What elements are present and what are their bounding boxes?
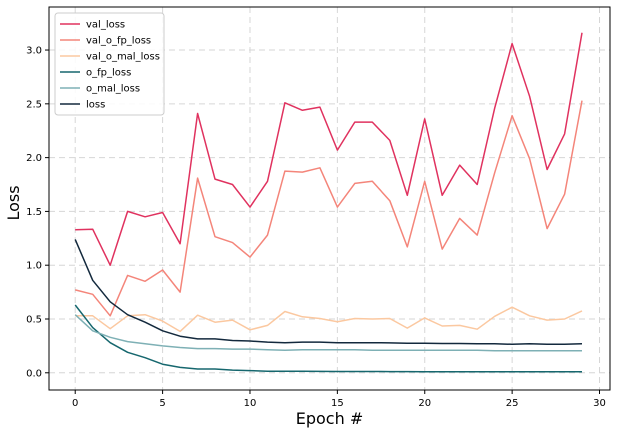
series-line-o-fp-loss xyxy=(74,304,582,373)
plot-frame xyxy=(48,6,611,391)
series-line-val-loss xyxy=(75,32,583,266)
y-tick-label: 1.5 xyxy=(26,207,42,218)
legend-label: val_o_fp_loss xyxy=(86,36,151,47)
legend-label: o_mal_loss xyxy=(86,84,140,95)
legend-box xyxy=(54,12,165,116)
x-tick-label: 30 xyxy=(593,398,606,409)
series-line-loss xyxy=(74,239,583,346)
y-axis-label: Loss xyxy=(4,185,23,220)
y-tick-label: 3.0 xyxy=(26,46,42,57)
x-tick-label: 0 xyxy=(72,398,78,409)
y-tick-label: 1.0 xyxy=(26,261,42,272)
series-line-val-o-mal-loss xyxy=(75,306,583,333)
legend-label: val_o_mal_loss xyxy=(86,52,160,63)
y-tick-label: 0.5 xyxy=(26,314,42,325)
legend-label: val_loss xyxy=(86,20,125,31)
legend-label: o_fp_loss xyxy=(86,68,131,79)
x-tick-label: 15 xyxy=(331,398,344,409)
x-tick-label: 5 xyxy=(159,398,165,409)
x-tick-label: 10 xyxy=(244,398,257,409)
series-line-val-o-fp-loss xyxy=(75,100,583,317)
y-tick-label: 2.0 xyxy=(26,153,42,164)
x-tick-label: 20 xyxy=(418,398,431,409)
x-tick-label: 25 xyxy=(506,398,519,409)
legend-label: loss xyxy=(86,100,105,111)
series-lines xyxy=(74,32,583,373)
series-line-o-mal-loss xyxy=(74,314,582,352)
axis-ticks: 0 5 10 15 20 25 30 0.0 0.5 1.0 1.5 2.0 2.5 3.0 xyxy=(26,46,606,409)
legend: val_loss val_o_fp_loss val_o_mal_loss o_fp_… xyxy=(54,12,165,116)
x-axis-label: Epoch # xyxy=(296,409,363,428)
y-tick-label: 2.5 xyxy=(26,99,42,110)
y-tick-label: 0.0 xyxy=(26,368,42,379)
